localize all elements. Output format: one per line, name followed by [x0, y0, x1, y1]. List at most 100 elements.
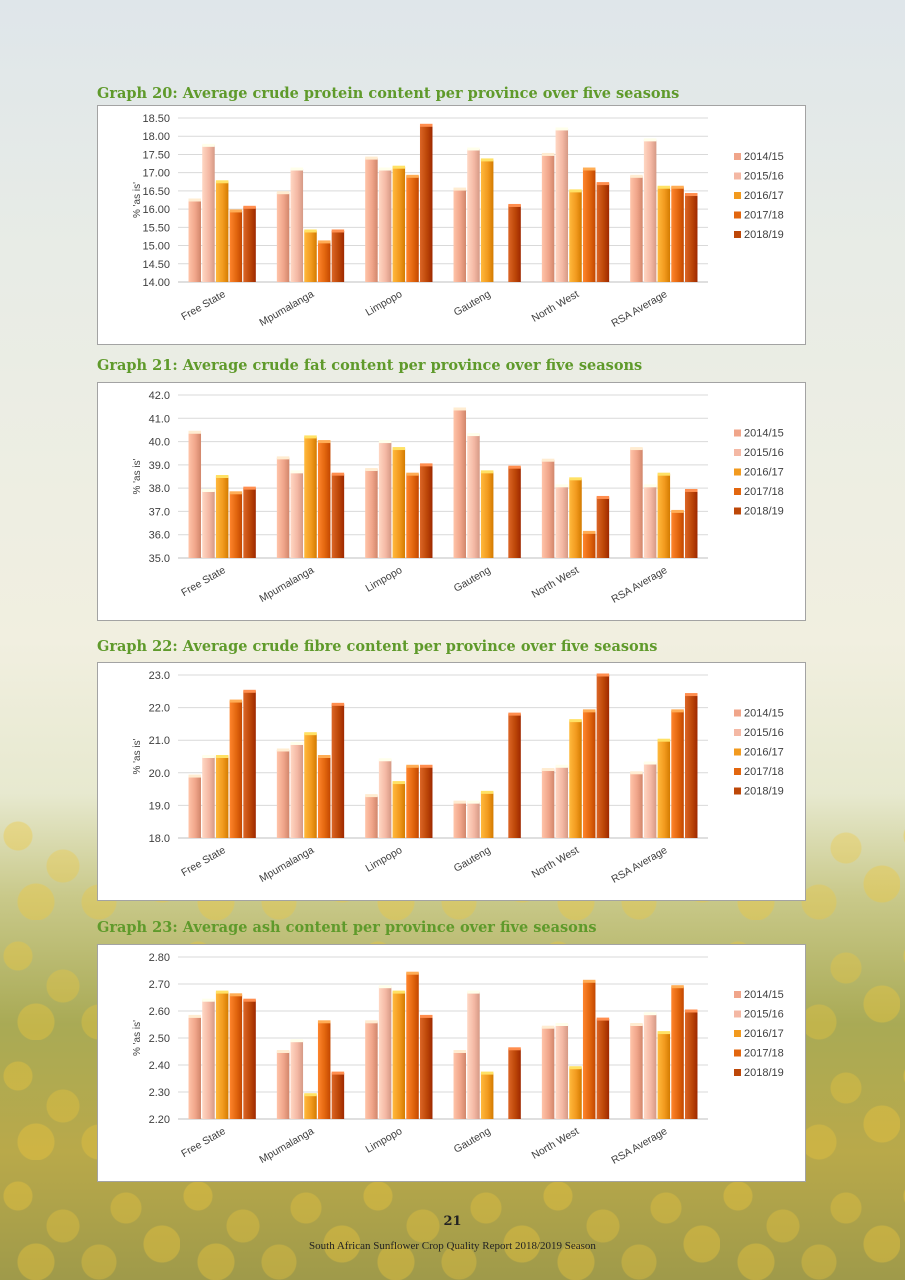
bar-cap	[202, 488, 215, 492]
bar-cap	[378, 985, 392, 989]
bar-2014-15	[188, 776, 202, 838]
bar-2014-15	[188, 432, 202, 558]
bar-2014-15	[453, 1051, 467, 1119]
bar-cap	[508, 1047, 521, 1051]
x-category-label: Free State	[179, 564, 228, 599]
bar-2016-17	[480, 792, 494, 838]
legend-label: 2016/17	[744, 190, 784, 202]
bar-cap	[596, 673, 610, 677]
bar-cap	[331, 229, 345, 233]
bar-2018-19	[243, 207, 256, 282]
bar-2018-19	[419, 1016, 433, 1119]
bar-2018-19	[596, 183, 610, 282]
bar-cap	[202, 143, 215, 147]
y-tick-label: 2.50	[149, 1033, 170, 1045]
bar-cap	[419, 463, 433, 467]
bar-2014-15	[630, 448, 643, 558]
legend-swatch	[734, 507, 741, 515]
bar-cap	[304, 435, 317, 439]
legend-label: 2017/18	[744, 210, 784, 222]
bar-2017-18	[671, 986, 684, 1119]
x-category-label: Gauteng	[452, 844, 493, 875]
legend-swatch	[734, 1010, 741, 1018]
bar-cap	[243, 998, 256, 1002]
bar-cap	[467, 990, 480, 994]
legend-label: 2017/18	[744, 766, 784, 778]
legend-label: 2017/18	[744, 1048, 784, 1060]
bar-2014-15	[188, 200, 202, 282]
bar-cap	[243, 689, 256, 693]
y-tick-label: 14.50	[142, 259, 170, 271]
legend-label: 2015/16	[744, 447, 784, 459]
bar-2018-19	[684, 194, 698, 282]
graph-23-title: Graph 23: Average ash content per provin…	[97, 919, 597, 936]
graph-21-title: Graph 21: Average crude fat content per …	[97, 357, 643, 374]
bar-2017-18	[317, 241, 331, 282]
bar-cap	[365, 794, 378, 798]
y-tick-label: 16.50	[142, 186, 170, 198]
legend-swatch	[734, 231, 741, 238]
y-tick-label: 19.0	[149, 800, 170, 812]
bar-cap	[453, 407, 467, 411]
bar-2014-15	[453, 802, 467, 838]
bar-cap	[202, 755, 215, 758]
bar-2014-15	[541, 1027, 555, 1119]
y-tick-label: 16.00	[142, 204, 170, 216]
graph-20-svg: 14.00 14.50 15.00 15.50 16.00 16.50 17.00 17.50…	[132, 113, 784, 330]
bar-cap	[582, 709, 596, 713]
bar-2017-18	[229, 701, 243, 838]
legend-label: 2017/18	[744, 486, 784, 498]
bar-cap	[453, 800, 467, 804]
y-tick-label: 15.50	[142, 222, 170, 234]
bar-cap	[304, 732, 317, 736]
bar-2017-18	[229, 210, 243, 282]
bar-cap	[304, 229, 317, 233]
y-tick-label: 20.0	[149, 768, 170, 780]
bar-cap	[243, 486, 256, 490]
bar-2016-17	[657, 1032, 671, 1119]
bar-2014-15	[541, 154, 555, 282]
bar-cap	[657, 1031, 671, 1035]
bar-cap	[541, 1025, 555, 1029]
legend-label: 2014/15	[744, 151, 784, 163]
legend-swatch	[734, 468, 741, 476]
bar-cap	[467, 433, 480, 437]
bar-cap	[555, 1023, 569, 1026]
bar-2015-16	[290, 1040, 304, 1119]
bar-cap	[582, 530, 596, 534]
legend-label: 2018/19	[744, 506, 784, 518]
bar-2017-18	[582, 981, 596, 1119]
bar-2018-19	[508, 467, 521, 558]
bar-2014-15	[276, 192, 290, 282]
x-category-label: RSA Average	[609, 288, 669, 330]
y-tick-label: 17.00	[142, 168, 170, 180]
bar-cap	[508, 203, 521, 207]
graph-22-title: Graph 22: Average crude fibre content pe…	[97, 638, 658, 655]
bar-cap	[317, 240, 331, 244]
y-tick-label: 2.80	[149, 952, 170, 964]
bar-cap	[453, 1050, 467, 1053]
bar-cap	[596, 495, 610, 499]
bar-2018-19	[419, 125, 433, 283]
bar-2018-19	[684, 1011, 698, 1119]
bar-2018-19	[684, 694, 698, 838]
bar-cap	[630, 1023, 643, 1026]
bar-2016-17	[304, 230, 317, 282]
bar-cap	[569, 477, 582, 481]
bar-2018-19	[243, 691, 256, 838]
bar-cap	[406, 971, 419, 975]
y-tick-label: 18.00	[142, 131, 170, 143]
legend-swatch	[734, 729, 741, 736]
bar-2017-18	[317, 441, 331, 558]
legend-swatch	[734, 787, 741, 795]
x-category-label: North West	[530, 1125, 581, 1162]
bar-cap	[643, 138, 657, 142]
bar-2016-17	[304, 436, 317, 558]
legend-label: 2014/15	[744, 708, 784, 720]
graph-20-title: Graph 20: Average crude protein content …	[97, 85, 680, 102]
bar-2018-19	[508, 205, 521, 282]
legend-swatch	[734, 991, 741, 998]
graph-20-chart: 14.00 14.50 15.00 15.50 16.00 16.50 17.00 17.50…	[97, 105, 806, 345]
bar-2017-18	[582, 169, 596, 282]
y-tick-label: 15.00	[142, 241, 170, 253]
